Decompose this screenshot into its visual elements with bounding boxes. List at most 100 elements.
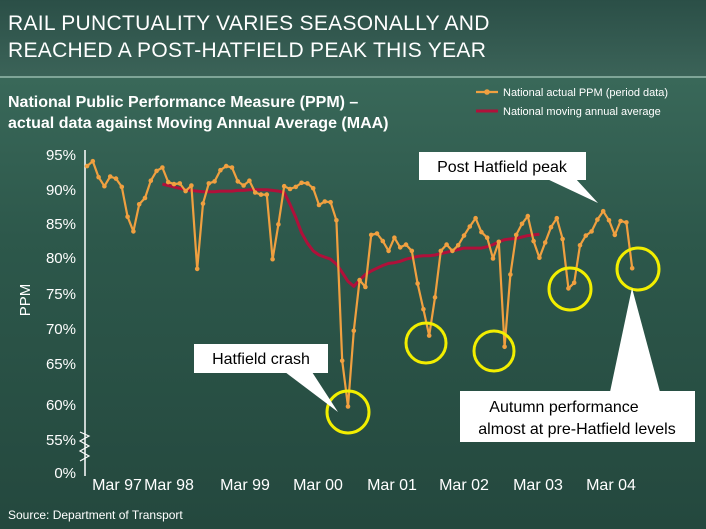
- actual-point: [334, 218, 339, 223]
- x-tick-label: Mar 98: [144, 477, 194, 494]
- subtitle-line-2: actual data against Moving Annual Averag…: [8, 115, 389, 132]
- y-tick-label: 95%: [46, 147, 76, 164]
- actual-point: [392, 235, 397, 240]
- actual-point: [206, 181, 212, 186]
- actual-point: [606, 218, 612, 223]
- series-actual: [84, 158, 635, 409]
- y-tick-label: 75%: [46, 286, 76, 303]
- actual-point: [84, 163, 90, 169]
- actual-point: [328, 199, 333, 205]
- chart-subtitle: National Public Performance Measure (PPM…: [8, 92, 389, 134]
- actual-point: [554, 215, 560, 221]
- actual-point: [96, 174, 101, 180]
- actual-point: [531, 238, 536, 244]
- actual-point: [479, 229, 484, 235]
- y-tick-label: 70%: [46, 321, 76, 338]
- actual-point: [525, 213, 531, 219]
- legend: National actual PPM (period data) Nationa…: [476, 87, 668, 118]
- actual-point: [160, 165, 165, 170]
- actual-point: [125, 214, 130, 220]
- x-axis: Mar 97 Mar 98 Mar 99 Mar 00 Mar 01 Mar 02 Mar …: [92, 477, 636, 494]
- actual-point: [508, 272, 513, 277]
- actual-point: [131, 229, 136, 234]
- actual-point: [299, 180, 304, 186]
- actual-point: [310, 186, 316, 191]
- title-band: [0, 0, 706, 78]
- actual-point: [386, 248, 391, 254]
- x-tick-label: Mar 97: [92, 477, 142, 494]
- actual-point: [444, 242, 449, 247]
- actual-point: [183, 188, 188, 194]
- actual-point: [148, 178, 154, 183]
- actual-point: [287, 186, 293, 192]
- callout-box: [194, 344, 328, 373]
- actual-point: [363, 284, 368, 290]
- y-tick-label: 55%: [46, 432, 76, 449]
- actual-point: [432, 295, 438, 300]
- actual-point: [426, 333, 432, 338]
- actual-point: [612, 232, 618, 238]
- y-tick-label: 90%: [46, 182, 76, 199]
- actual-point: [107, 174, 113, 179]
- actual-point: [281, 183, 287, 189]
- actual-point: [252, 190, 258, 195]
- actual-point: [218, 167, 223, 173]
- actual-point: [374, 231, 380, 236]
- highlight-circle: [404, 321, 448, 365]
- actual-point: [502, 344, 507, 350]
- actual-point: [548, 224, 554, 230]
- actual-point: [339, 358, 345, 364]
- actual-point: [583, 233, 589, 238]
- x-tick-label: Mar 02: [439, 477, 489, 494]
- highlight-circle: [615, 246, 661, 292]
- callout-pointer: [285, 372, 338, 412]
- actual-point: [241, 183, 246, 188]
- actual-point: [194, 266, 200, 272]
- title-line-2: REACHED A POST-HATFIELD PEAK THIS YEAR: [8, 39, 487, 62]
- y-axis-label: PPM: [17, 284, 34, 317]
- title-line-1: RAIL PUNCTUALITY VARIES SEASONALLY AND: [8, 12, 490, 35]
- y-axis: 95% 90% 85% 80% 75% 70% 65% 60% 55% 0% PPM: [17, 147, 91, 482]
- actual-point: [270, 256, 275, 262]
- actual-point: [322, 199, 328, 204]
- legend-actual-label: National actual PPM (period data): [503, 87, 668, 99]
- actual-point: [542, 240, 548, 245]
- y-tick-label: 65%: [46, 356, 76, 373]
- actual-point: [235, 179, 241, 184]
- actual-point: [247, 178, 252, 183]
- x-tick-label: Mar 99: [220, 477, 270, 494]
- actual-point: [142, 195, 148, 201]
- x-tick-label: Mar 00: [293, 477, 343, 494]
- legend-maa-label: National moving annual average: [503, 106, 661, 118]
- highlight-circle: [472, 329, 516, 373]
- actual-point: [102, 183, 107, 189]
- x-tick-label: Mar 01: [367, 477, 417, 494]
- callout-post-hatfield-peak: Post Hatfield peak: [437, 159, 568, 176]
- actual-point: [595, 217, 600, 222]
- actual-point: [490, 256, 496, 261]
- highlight-circle: [547, 266, 593, 312]
- actual-point: [618, 218, 623, 224]
- actual-point: [368, 232, 374, 238]
- actual-point: [467, 224, 473, 229]
- callout-pointer: [545, 178, 598, 203]
- actual-point: [316, 202, 322, 208]
- y-tick-label: 85%: [46, 216, 76, 233]
- actual-point: [513, 232, 519, 238]
- y-tick-label: 0%: [54, 465, 76, 482]
- actual-point: [90, 158, 96, 164]
- actual-point: [409, 248, 415, 254]
- highlight-circles: [325, 246, 661, 435]
- actual-point: [560, 236, 565, 242]
- actual-point: [577, 243, 583, 248]
- actual-point: [600, 208, 606, 214]
- actual-point: [136, 202, 142, 207]
- actual-point: [473, 215, 478, 221]
- actual-point: [397, 245, 403, 250]
- actual-point: [264, 192, 270, 197]
- callout-pointer: [610, 288, 660, 392]
- actual-point: [200, 201, 206, 206]
- x-tick-label: Mar 03: [513, 477, 563, 494]
- actual-point: [566, 286, 571, 291]
